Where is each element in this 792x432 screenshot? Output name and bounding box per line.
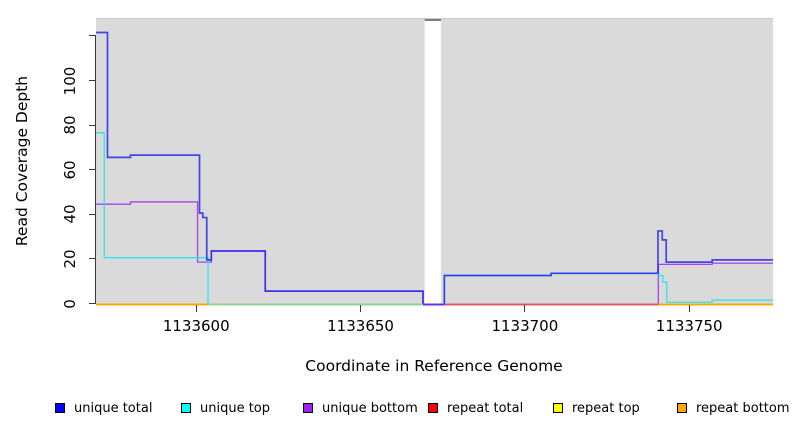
y-tick <box>89 124 96 126</box>
y-tick <box>89 80 96 82</box>
legend-label: repeat bottom <box>696 400 790 416</box>
x-tick-label: 1133750 <box>655 317 723 335</box>
legend-label: unique top <box>200 400 271 416</box>
legend-item-repeat-total: repeat total <box>428 400 523 416</box>
legend-label: unique bottom <box>322 400 418 416</box>
y-tick <box>89 303 96 304</box>
y-tick <box>89 258 96 260</box>
y-tick <box>89 35 96 37</box>
y-tick-label: 100 <box>61 66 79 95</box>
x-tick-label: 1133600 <box>162 317 230 335</box>
legend-item-repeat-bottom: repeat bottom <box>677 400 790 416</box>
legend-item-unique-total: unique total <box>55 400 152 416</box>
series-unique-total <box>96 31 773 306</box>
x-tick <box>524 305 526 312</box>
legend-swatch-unique-bottom <box>303 403 313 413</box>
legend-item-unique-top: unique top <box>181 400 270 416</box>
x-tick <box>360 305 362 312</box>
y-tick-label: 20 <box>61 249 79 269</box>
y-tick-label: 0 <box>61 298 79 309</box>
legend-label: repeat top <box>572 400 640 416</box>
y-axis-title: Read Coverage Depth <box>13 75 31 247</box>
x-tick <box>195 305 197 312</box>
legend-swatch-unique-total <box>55 403 65 413</box>
y-tick-label: 60 <box>61 160 79 180</box>
legend-swatch-repeat-total <box>428 403 438 413</box>
legend-swatch-repeat-bottom <box>677 403 687 413</box>
y-tick-label: 80 <box>61 115 79 135</box>
x-tick <box>688 305 690 312</box>
legend-label: repeat total <box>447 400 524 416</box>
x-tick-label: 1133650 <box>327 317 394 335</box>
gap-band <box>424 19 442 306</box>
legend-swatch-unique-top <box>181 403 191 413</box>
legend-swatch-repeat-top <box>553 403 563 413</box>
y-tick <box>89 169 96 171</box>
plot-area <box>96 18 773 306</box>
x-tick-label: 1133700 <box>491 317 559 335</box>
x-axis-title: Coordinate in Reference Genome <box>305 357 563 375</box>
y-tick <box>89 213 96 215</box>
legend-item-unique-bottom: unique bottom <box>303 400 418 416</box>
y-tick-label: 40 <box>61 204 79 224</box>
coverage-lines-svg <box>96 19 773 306</box>
legend-item-repeat-top: repeat top <box>553 400 640 416</box>
legend-label: unique total <box>74 400 153 416</box>
